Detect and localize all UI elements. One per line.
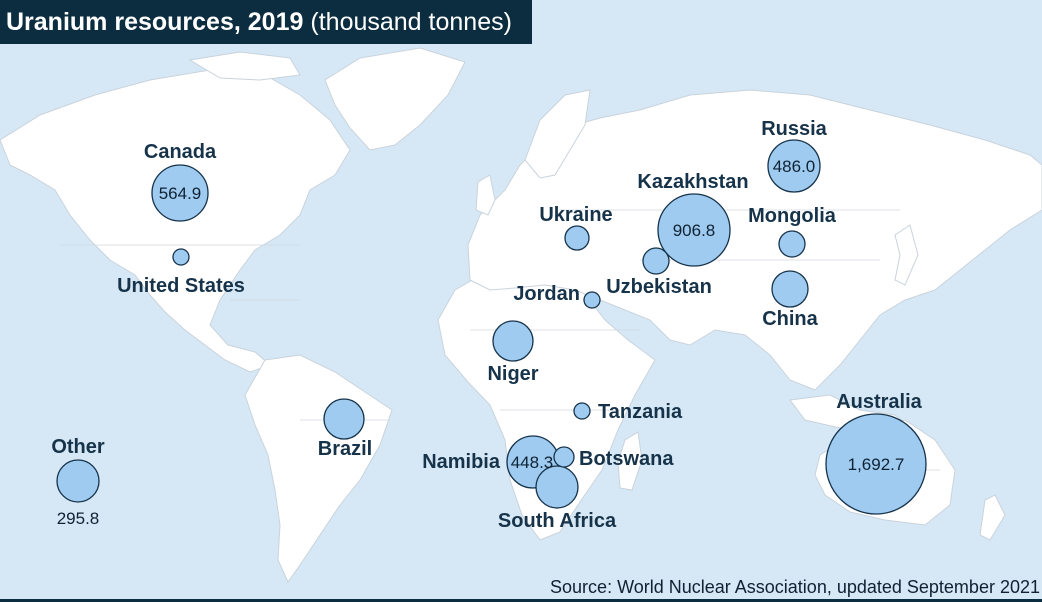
label-kazakhstan: Kazakhstan	[637, 171, 748, 193]
bubble-tanzania	[573, 402, 591, 420]
new-zealand-landmass	[979, 494, 1006, 541]
label-uzbekistan: Uzbekistan	[606, 276, 712, 298]
label-niger: Niger	[487, 363, 538, 385]
label-russia: Russia	[761, 118, 827, 140]
bubble-south-africa	[535, 465, 579, 509]
bubble-kazakhstan	[657, 193, 731, 267]
value-other: 295.8	[57, 509, 100, 528]
bubble-botswana	[553, 446, 575, 468]
bubble-uzbekistan	[642, 247, 670, 275]
arctic-islands	[188, 51, 301, 81]
bubbles	[56, 139, 927, 515]
label-mongolia: Mongolia	[748, 205, 837, 227]
south-america-landmass	[244, 354, 393, 584]
bubble-brazil	[323, 398, 365, 440]
bottom-rule	[0, 599, 1042, 602]
label-tanzania: Tanzania	[598, 401, 683, 423]
eurasia-landmass	[467, 89, 1042, 391]
value-russia: 486.0	[773, 157, 816, 176]
label-brazil: Brazil	[318, 438, 372, 460]
bubble-australia	[825, 413, 927, 515]
bubble-russia	[767, 139, 821, 193]
value-canada: 564.9	[159, 184, 202, 203]
bubble-niger	[492, 320, 534, 362]
madagascar-landmass	[617, 431, 643, 491]
label-namibia: Namibia	[422, 451, 501, 473]
bubble-jordan	[583, 291, 601, 309]
country-labels: Canada United States Russia Kazakhstan U…	[51, 118, 922, 532]
value-namibia: 448.3	[511, 453, 554, 472]
bubble-united-states	[172, 248, 190, 266]
label-united-states: United States	[117, 275, 245, 297]
greenland-landmass	[324, 47, 466, 151]
scandinavia-landmass	[524, 89, 591, 179]
uk-landmass	[475, 174, 496, 216]
value-labels: 564.9 486.0 906.8 1,692.7 448.3 295.8	[57, 157, 905, 528]
label-other: Other	[51, 436, 105, 458]
japan-landmass	[894, 224, 919, 286]
title-bar: Uranium resources, 2019 (thousand tonnes…	[0, 0, 532, 44]
title-unit: (thousand tonnes)	[310, 7, 512, 36]
label-china: China	[762, 308, 818, 330]
label-canada: Canada	[144, 141, 217, 163]
bubble-china	[771, 270, 809, 308]
label-australia: Australia	[836, 391, 922, 413]
label-ukraine: Ukraine	[539, 204, 612, 226]
source-note: Source: World Nuclear Association, updat…	[550, 577, 1040, 597]
bubble-other	[56, 459, 100, 503]
title-main: Uranium resources, 2019	[6, 7, 304, 36]
bubble-canada	[151, 164, 209, 222]
bubble-mongolia	[778, 230, 806, 258]
value-australia: 1,692.7	[848, 455, 905, 474]
label-south-africa: South Africa	[498, 510, 617, 532]
value-kazakhstan: 906.8	[673, 221, 716, 240]
label-botswana: Botswana	[579, 448, 674, 470]
bubble-ukraine	[564, 225, 590, 251]
label-jordan: Jordan	[513, 283, 580, 305]
